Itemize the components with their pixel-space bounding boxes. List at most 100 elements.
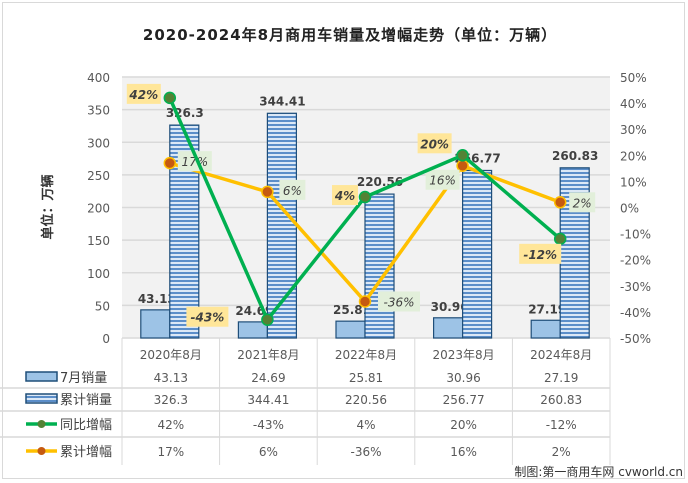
bar-data-label: 326.3	[166, 106, 204, 120]
bar-data-label: 43.13	[138, 292, 176, 306]
table-cell: 24.69	[251, 371, 285, 385]
table-cell: 17%	[157, 445, 184, 459]
yoy-label-bg	[186, 306, 229, 327]
table-cell: 27.19	[544, 371, 578, 385]
y-tick-label: 350	[87, 104, 110, 118]
table-cell: 42%	[157, 418, 184, 432]
cumulative-growth-label-bg	[378, 291, 420, 312]
cumulative-growth-marker	[163, 156, 177, 170]
y-tick-label: 250	[87, 169, 110, 183]
cumulative-growth-data-label: -36%	[383, 295, 414, 309]
bar-cumulative-sales	[462, 169, 493, 339]
y2-tick-label: 20%	[620, 149, 647, 163]
table-cell: -36%	[350, 445, 381, 459]
table-cell: 6%	[259, 445, 278, 459]
cumulative-growth-data-label: 2%	[573, 196, 592, 210]
yoy-marker	[163, 91, 177, 105]
legend-label: 同比增幅	[60, 418, 112, 433]
bar-data-label: 25.81	[333, 303, 371, 317]
yoy-label-bg	[126, 83, 161, 104]
cumulative-growth-marker	[261, 185, 274, 199]
yoy-marker	[261, 313, 274, 326]
bar-data-label: 344.41	[259, 94, 305, 108]
table-cell: 20%	[450, 418, 477, 432]
y2-tick-label: -10%	[620, 228, 651, 242]
table-cell: 43.13	[154, 371, 188, 385]
source-credit: 制图:第一商用车网 cvworld.cn	[514, 464, 683, 479]
table-cell: 4%	[356, 418, 375, 432]
cumulative-growth-label-bg	[425, 169, 460, 190]
y-tick-label: 100	[87, 267, 110, 281]
y-tick-label: 50	[95, 299, 110, 313]
y2-tick-label: 40%	[620, 97, 647, 111]
x-tick-label: 2022年8月	[335, 348, 397, 362]
yoy-label-bg	[519, 243, 562, 264]
cumulative-growth-marker	[553, 196, 567, 209]
table-cell: 2%	[552, 445, 571, 459]
table-cell: 256.77	[443, 393, 485, 407]
yoy-marker	[456, 149, 469, 162]
bar-7month-sales	[530, 319, 561, 339]
y2-tick-label: 30%	[620, 123, 647, 137]
cumulative-growth-marker	[358, 295, 372, 308]
legend-label: 累计销量	[60, 393, 112, 408]
y-tick-label: 150	[87, 234, 110, 248]
yoy-data-label: 42%	[128, 88, 158, 102]
bar-data-label: 260.83	[552, 149, 598, 163]
y2-tick-label: 10%	[620, 175, 647, 189]
y2-tick-label: -20%	[620, 254, 651, 268]
table-cell: 220.56	[345, 393, 387, 407]
bar-7month-sales	[237, 321, 268, 339]
x-tick-label: 2024年8月	[530, 348, 592, 362]
yoy-data-label: 20%	[420, 137, 449, 151]
table-cell: -43%	[253, 418, 284, 432]
y-tick-label: 300	[87, 136, 110, 150]
legend-key-7month-sales	[25, 371, 58, 382]
yoy-data-label: 4%	[334, 189, 355, 203]
yoy-marker	[358, 190, 372, 204]
y2-tick-label: -40%	[620, 306, 651, 320]
table-cell: -12%	[546, 418, 577, 432]
yoy-label-bg	[332, 185, 358, 206]
legend-key-cumulative-sales	[25, 393, 58, 404]
table-cell: 260.83	[540, 393, 582, 407]
y2-tick-label: -30%	[620, 280, 651, 294]
bar-data-label: 30.96	[431, 300, 469, 314]
x-tick-label: 2020年8月	[140, 348, 202, 362]
y-axis-label: 单位：万辆	[40, 174, 56, 239]
x-tick-label: 2021年8月	[237, 348, 299, 362]
y2-tick-label: 0%	[620, 202, 639, 216]
chart-title: 2020-2024年8月商用车销量及增幅走势（单位：万辆）	[143, 26, 557, 44]
y2-tick-label: -50%	[620, 332, 651, 346]
table-cell: 16%	[450, 445, 477, 459]
x-tick-label: 2023年8月	[433, 348, 495, 362]
legend-label: 7月销量	[60, 371, 107, 386]
bar-7month-sales	[433, 317, 464, 339]
y-tick-label: 0	[102, 332, 110, 346]
cumulative-growth-data-label: 6%	[283, 184, 302, 198]
cumulative-growth-data-label: 16%	[429, 174, 456, 188]
yoy-marker	[553, 232, 567, 246]
cumulative-growth-label-bg	[177, 151, 212, 172]
bar-7month-sales	[335, 320, 366, 339]
bar-7month-sales	[140, 309, 171, 339]
bar-data-label: 27.19	[528, 302, 566, 316]
table-cell: 344.41	[247, 393, 289, 407]
yoy-data-label: -12%	[523, 248, 557, 262]
y-tick-label: 400	[87, 71, 110, 85]
cumulative-growth-marker	[456, 159, 469, 172]
legend-key-marker	[37, 447, 46, 455]
table-cell: 30.96	[446, 371, 480, 385]
table-cell: 326.3	[154, 393, 188, 407]
cumulative-growth-label-bg	[279, 179, 306, 200]
legend-label: 累计增幅	[60, 445, 112, 460]
cumulative-growth-label-bg	[569, 192, 596, 213]
yoy-data-label: -43%	[191, 311, 225, 325]
legend-key-marker	[37, 420, 46, 428]
table-cell: 25.81	[349, 371, 383, 385]
y2-tick-label: 50%	[620, 71, 647, 85]
yoy-label-bg	[417, 133, 452, 154]
